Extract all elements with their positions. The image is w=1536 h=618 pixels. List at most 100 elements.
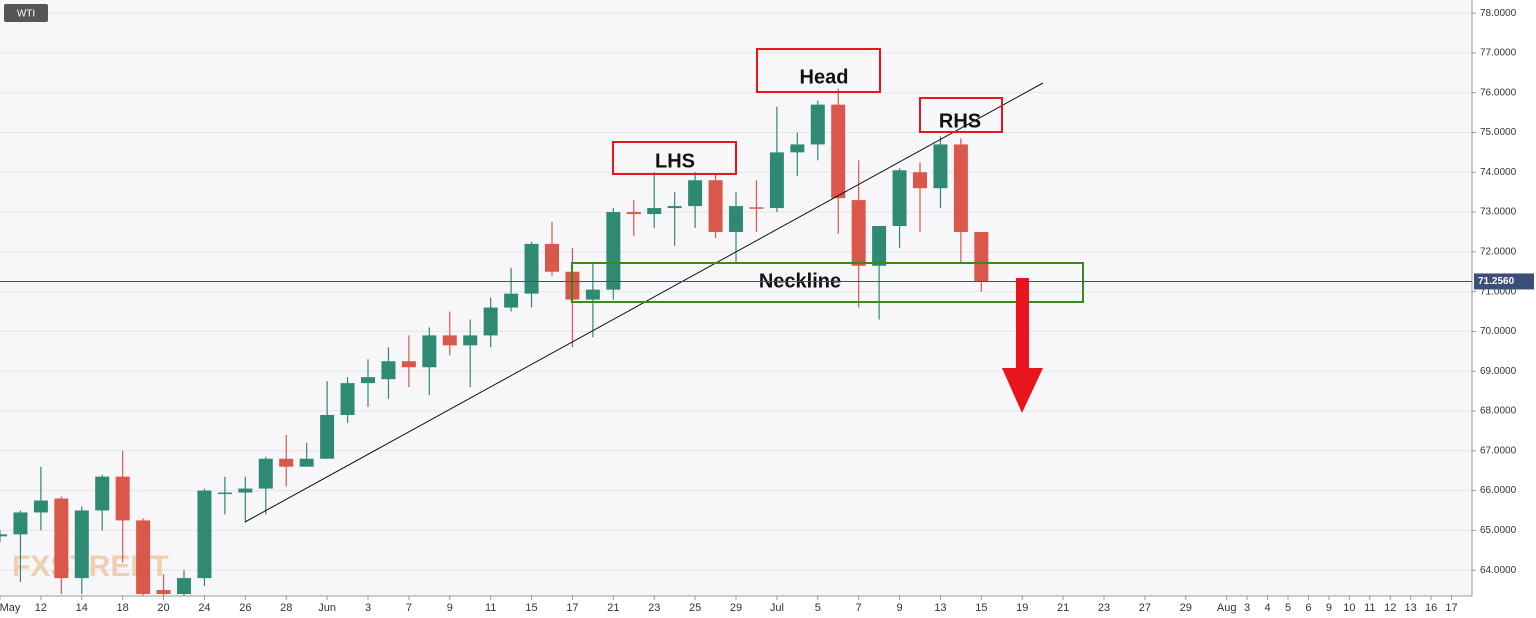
candle-body <box>401 361 416 368</box>
x-tick-label: 18 <box>117 602 129 614</box>
candle-body <box>626 212 641 215</box>
y-tick-label: 74.0000 <box>1480 167 1517 178</box>
candle-body <box>585 289 600 300</box>
candle-body <box>238 488 253 493</box>
candle-body <box>381 361 396 380</box>
x-tick-label: May <box>0 602 21 614</box>
y-tick-label: 69.0000 <box>1480 366 1517 377</box>
candle-body <box>851 200 866 266</box>
candle-body <box>279 458 294 467</box>
x-tick-label: 29 <box>1180 602 1192 614</box>
y-tick-label: 64.0000 <box>1480 565 1517 576</box>
candle-body <box>115 476 130 521</box>
x-tick-label: 20 <box>157 602 169 614</box>
x-tick-label: 27 <box>1139 602 1151 614</box>
candle-body <box>769 152 784 209</box>
candle-body <box>729 206 743 232</box>
x-tick-label: 28 <box>280 602 292 614</box>
y-tick-label: 66.0000 <box>1480 485 1517 496</box>
candle-body <box>974 231 989 282</box>
candle-body <box>933 144 948 189</box>
candle-body <box>504 293 519 308</box>
candle-body <box>299 458 314 467</box>
y-tick-label: 65.0000 <box>1480 525 1517 536</box>
x-tick-label: 21 <box>607 602 619 614</box>
y-tick-label: 75.0000 <box>1480 127 1517 138</box>
y-tick-label: 67.0000 <box>1480 445 1517 456</box>
x-tick-label: 26 <box>239 602 251 614</box>
candle-body <box>0 534 7 537</box>
candle-body <box>95 476 110 511</box>
rhs-label: RHS <box>939 110 981 132</box>
candle-body <box>647 208 662 215</box>
x-tick-label: 12 <box>1384 602 1396 614</box>
y-tick-label: 76.0000 <box>1480 87 1517 98</box>
x-tick-label: 11 <box>1364 602 1375 614</box>
last-price-label: 71.2560 <box>1478 276 1515 287</box>
x-tick-label: 19 <box>1016 602 1028 614</box>
x-tick-label: Aug <box>1217 602 1237 614</box>
candle-body <box>340 383 355 415</box>
x-tick-label: 5 <box>1285 602 1291 614</box>
candle-body <box>790 144 805 153</box>
x-tick-label: 15 <box>975 602 987 614</box>
y-tick-label: 71.0000 <box>1480 286 1517 297</box>
y-tick-label: 77.0000 <box>1480 48 1517 59</box>
x-tick-label: 4 <box>1264 602 1270 614</box>
candle-body <box>54 498 69 579</box>
candle-body <box>74 510 89 579</box>
candle-body <box>872 225 887 266</box>
x-tick-label: 14 <box>76 602 88 614</box>
y-tick-label: 68.0000 <box>1480 406 1517 417</box>
candle-body <box>708 180 723 232</box>
candle-body <box>463 335 478 346</box>
x-tick-label: 24 <box>198 602 210 614</box>
candle-body <box>33 500 48 513</box>
y-tick-label: 70.0000 <box>1480 326 1517 337</box>
x-tick-label: 5 <box>815 602 821 614</box>
candle-body <box>892 170 907 226</box>
y-tick-label: 78.0000 <box>1480 8 1517 19</box>
candle-body <box>136 520 151 595</box>
neckline-box <box>571 262 1084 303</box>
lhs-box <box>612 141 737 175</box>
candle-body <box>422 335 437 368</box>
candle-body <box>13 512 28 535</box>
x-tick-label: 13 <box>934 602 946 614</box>
candle-body <box>545 243 559 272</box>
candle-body <box>953 144 968 232</box>
x-tick-label: 25 <box>689 602 701 614</box>
candle-body <box>667 206 682 209</box>
x-tick-label: 13 <box>1405 602 1417 614</box>
x-tick-label: 6 <box>1305 602 1311 614</box>
x-tick-label: 23 <box>648 602 660 614</box>
x-tick-label: 12 <box>35 602 47 614</box>
axes: 64.0000 65.0000 66.0000 67.0000 68.0000 69.00… <box>0 8 1534 614</box>
candle-body <box>361 377 375 384</box>
candle-body <box>831 104 846 199</box>
down-arrow <box>1002 278 1043 413</box>
x-tick-label: 3 <box>1244 602 1250 614</box>
grid <box>0 12 1472 571</box>
last-price-badge <box>1474 273 1534 290</box>
x-tick-label: Jun <box>318 602 336 614</box>
candle-body <box>913 172 927 189</box>
symbol: WTI <box>17 9 35 20</box>
rhs-box <box>919 97 1003 133</box>
x-tick-label: 9 <box>447 602 453 614</box>
symbol-badge <box>4 4 48 22</box>
y-tick-label: 72.0000 <box>1480 246 1517 257</box>
x-tick-label: 9 <box>896 602 902 614</box>
candle-body <box>217 492 232 495</box>
candle-body <box>810 104 825 145</box>
candle-body <box>258 458 273 489</box>
x-tick-label: 11 <box>485 602 496 614</box>
candle-body <box>177 578 191 595</box>
x-tick-label: 7 <box>406 602 412 614</box>
candle-body <box>688 180 703 207</box>
y-tick-label: 73.0000 <box>1480 207 1517 218</box>
x-tick-label: Jul <box>770 602 784 614</box>
x-tick-label: 21 <box>1057 602 1069 614</box>
candle-body <box>320 414 335 459</box>
